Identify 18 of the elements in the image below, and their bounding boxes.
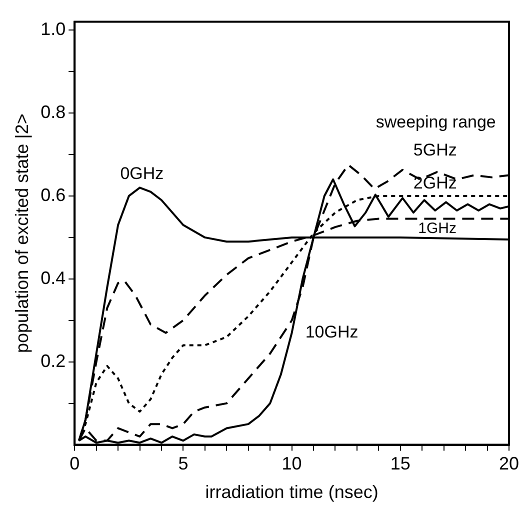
y-tick-label: 1.0	[40, 19, 66, 40]
x-tick-label: 0	[70, 454, 80, 474]
x-tick-label: 5	[178, 454, 188, 474]
series-label: 0GHz	[120, 164, 164, 184]
y-axis-title: population of excited state |2>	[12, 114, 32, 353]
series-label: 10GHz	[305, 322, 358, 342]
y-tick-label: 0.8	[40, 102, 66, 122]
series-label: 1GHz	[418, 220, 456, 237]
x-tick-label: 15	[390, 454, 410, 474]
x-axis-title: irradiation time (nsec)	[205, 482, 378, 502]
series-label: 2GHz	[413, 174, 457, 193]
y-tick-label: 0.4	[40, 268, 66, 288]
y-tick-label: 0.6	[40, 184, 66, 205]
x-tick-label: 10	[282, 454, 302, 474]
y-tick-label: 0.2	[40, 350, 66, 371]
legend-title: sweeping range	[376, 112, 496, 132]
series-label: 5GHz	[413, 140, 457, 160]
x-tick-label: 20	[498, 454, 520, 474]
